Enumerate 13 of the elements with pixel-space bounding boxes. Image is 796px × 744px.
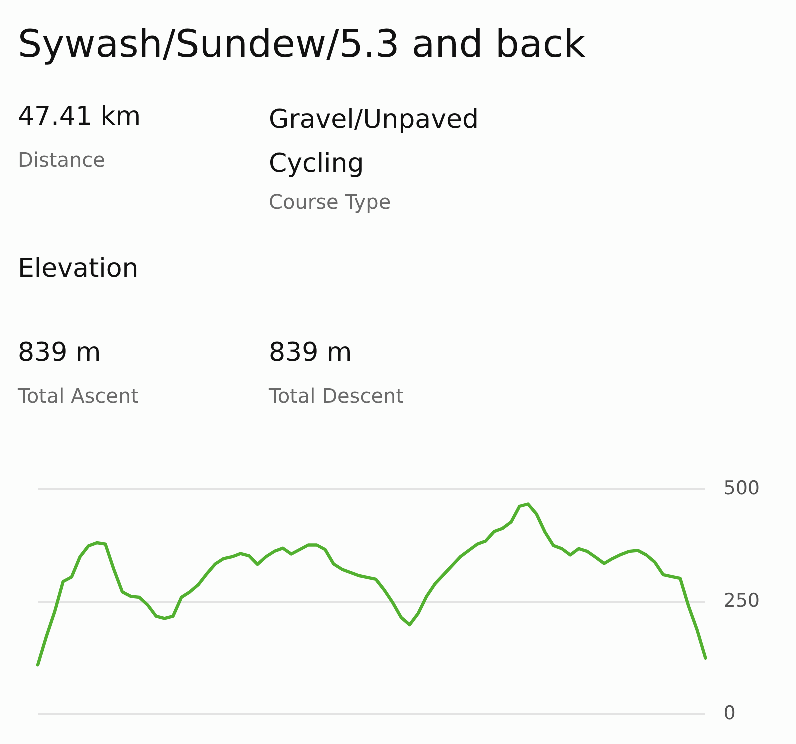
chart-title: Sywash/Sundew/5.3 and back — [18, 22, 586, 66]
text: Gravel/Unpaved Cycling — [269, 104, 480, 181]
y-tick-label: 250 — [724, 590, 760, 612]
y-tick-label: 500 — [724, 477, 760, 500]
text: Total Ascent — [18, 384, 139, 408]
text: 47.41 km — [18, 102, 142, 132]
text: Total Descent — [269, 384, 404, 408]
text: Course Type — [269, 190, 392, 214]
text: Distance — [18, 148, 106, 172]
text: 839 m — [18, 338, 102, 368]
text: 839 m — [269, 338, 352, 368]
y-tick-label: 0 — [724, 702, 736, 725]
text: Elevation — [18, 254, 139, 284]
